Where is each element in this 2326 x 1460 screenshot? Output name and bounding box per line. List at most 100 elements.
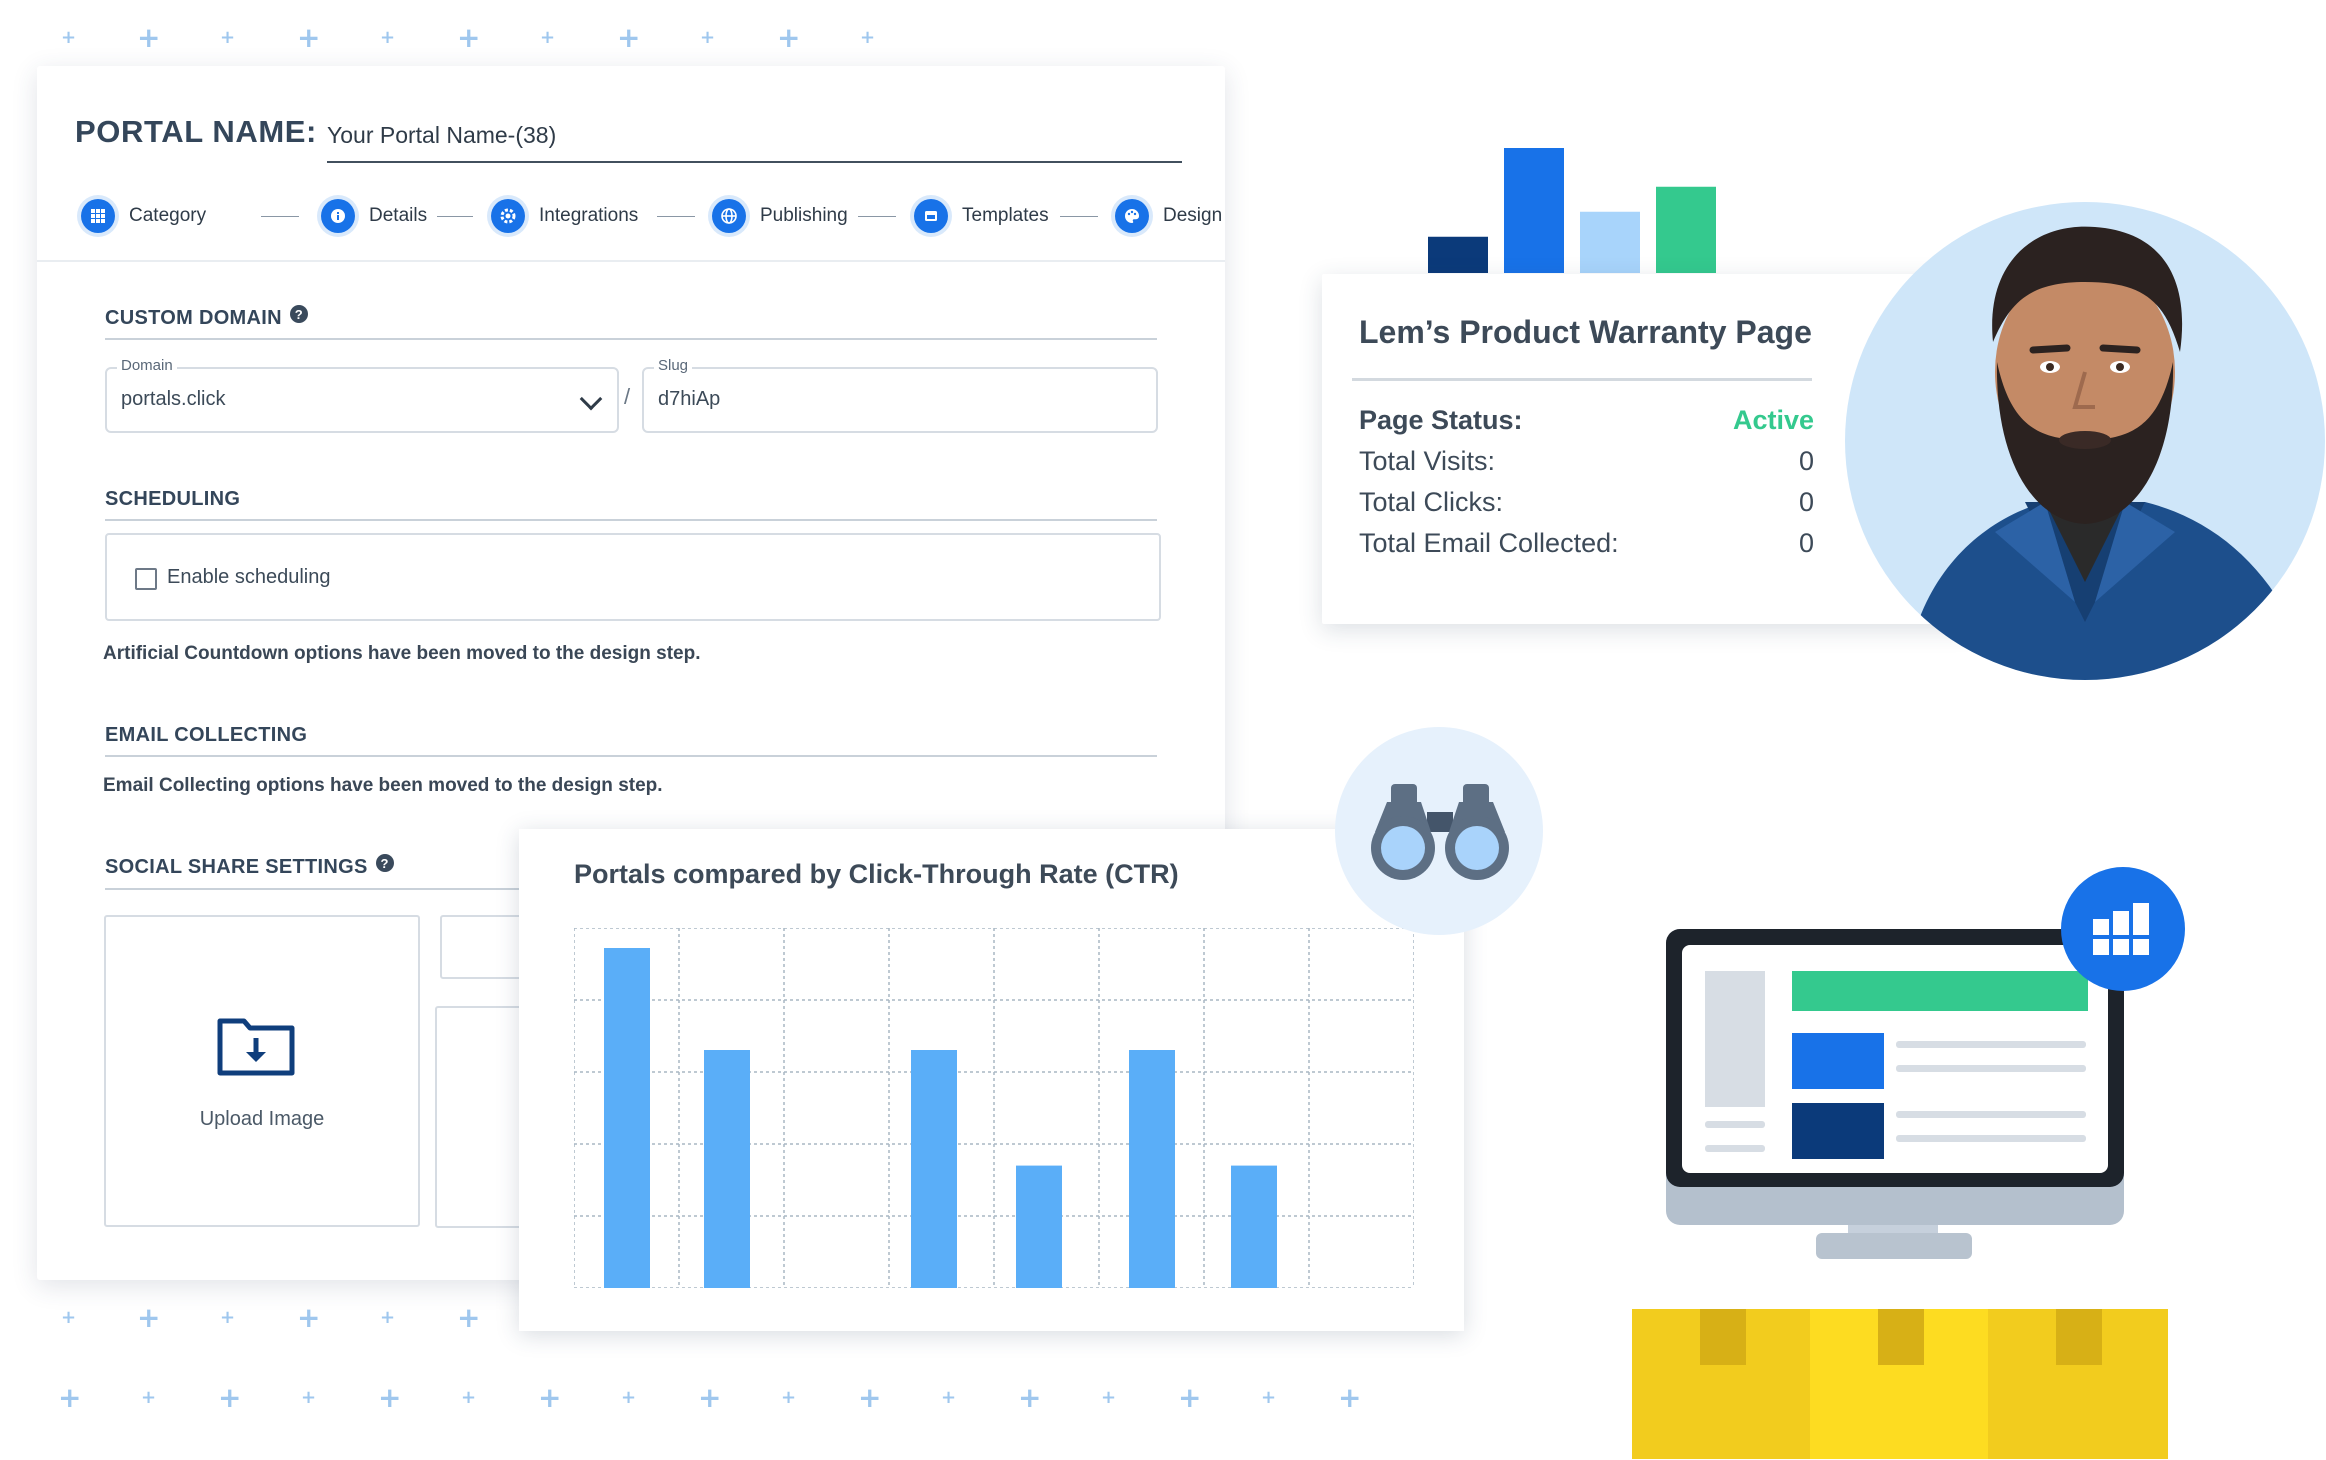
wizard-steps: Category Details Integrations Publishing [81, 196, 1222, 236]
plus-decoration: + [58, 1381, 82, 1414]
step-templates[interactable]: Templates [914, 196, 1049, 236]
plus-decoration: + [457, 21, 481, 54]
step-label: Publishing [760, 205, 848, 226]
step-label: Templates [962, 205, 1049, 226]
stat-label: Total Visits: [1359, 446, 1496, 476]
portal-name-label: PORTAL NAME: [75, 114, 317, 149]
plus-decoration: + [777, 21, 801, 54]
mini-chart-bar [1580, 211, 1640, 273]
step-connector [657, 216, 695, 217]
step-details[interactable]: Details [321, 196, 427, 236]
social-description-field[interactable] [435, 1006, 534, 1228]
gear-icon [491, 199, 525, 233]
email-collecting-heading: EMAIL COLLECTING [105, 724, 308, 746]
page-status-row: Page Status: Active [1359, 405, 1814, 436]
step-connector [437, 216, 473, 217]
plus-decoration: + [1261, 1387, 1277, 1408]
social-share-heading: SOCIAL SHARE SETTINGS? [105, 854, 394, 879]
social-share-title: SOCIAL SHARE SETTINGS [105, 856, 368, 878]
header-divider [37, 260, 1225, 262]
plus-decoration: + [141, 1387, 157, 1408]
countdown-note: Artificial Countdown options have been m… [103, 643, 701, 664]
email-collecting-note: Email Collecting options have been moved… [103, 775, 663, 796]
chevron-down-icon [579, 387, 603, 411]
upload-image-label: Upload Image [199, 1108, 325, 1130]
chart-bar [1231, 1165, 1277, 1288]
enable-scheduling-checkbox[interactable] [135, 568, 157, 590]
mini-chart-bar [1656, 186, 1716, 273]
plus-decoration: + [378, 1381, 402, 1414]
step-label: Category [129, 205, 207, 226]
plus-decoration: + [380, 27, 396, 48]
step-publishing[interactable]: Publishing [712, 196, 848, 236]
domain-select[interactable]: Domain portals.click [105, 357, 619, 433]
binoculars-icon [1371, 784, 1509, 880]
slug-input[interactable]: Slug d7hiAp [642, 357, 1158, 433]
portal-name-input[interactable]: Your Portal Name-(38) [327, 122, 557, 148]
plus-decoration: + [137, 1301, 161, 1334]
plus-decoration: + [781, 1387, 797, 1408]
plus-decoration: + [617, 21, 641, 54]
plus-decoration: + [301, 1387, 317, 1408]
domain-value: portals.click [121, 388, 226, 410]
page-status-label: Page Status: [1359, 405, 1523, 435]
plus-decoration: + [941, 1387, 957, 1408]
step-category[interactable]: Category [81, 196, 206, 236]
ctr-chart-card: Portals compared by Click-Through Rate (… [519, 829, 1464, 1331]
stat-row: Total Email Collected: 0 [1359, 528, 1814, 559]
chart-bar [911, 1050, 957, 1288]
enable-scheduling-label[interactable]: Enable scheduling [167, 566, 331, 588]
stats-title: Lem’s Product Warranty Page [1359, 314, 1812, 350]
section-divider [105, 755, 1157, 757]
mini-chart-bar [1428, 236, 1488, 273]
grid-icon [81, 199, 115, 233]
ctr-bar-chart [574, 928, 1414, 1288]
plus-decoration: + [1338, 1381, 1362, 1414]
plus-decoration: + [380, 1307, 396, 1328]
scheduling-heading: SCHEDULING [105, 488, 241, 510]
plus-decoration: + [457, 1301, 481, 1334]
folder-download-icon [217, 1018, 295, 1076]
plus-decoration: + [1018, 1381, 1042, 1414]
slug-label: Slug [654, 357, 693, 374]
portal-name-underline [327, 161, 1182, 163]
plus-decoration: + [61, 27, 77, 48]
step-label: Details [369, 205, 428, 226]
step-connector [858, 216, 896, 217]
help-icon[interactable]: ? [289, 305, 308, 323]
info-icon [321, 199, 355, 233]
plus-decoration: + [698, 1381, 722, 1414]
plus-decoration: + [858, 1381, 882, 1414]
brand-logo-badge [2061, 867, 2185, 991]
bar-logo-icon [2093, 903, 2149, 955]
chart-bar [704, 1050, 750, 1288]
step-label: Design [1163, 205, 1223, 226]
plus-decoration: + [218, 1381, 242, 1414]
stat-row: Total Visits: 0 [1359, 446, 1814, 477]
plus-decoration: + [61, 1307, 77, 1328]
plus-decoration: + [1178, 1381, 1202, 1414]
step-integrations[interactable]: Integrations [491, 196, 638, 236]
globe-icon [712, 199, 746, 233]
stat-value: 0 [1798, 487, 1814, 517]
help-icon[interactable]: ? [375, 854, 394, 872]
window-icon [914, 199, 948, 233]
user-avatar-photo [1845, 202, 2325, 680]
upload-image-dropzone[interactable]: Upload Image [104, 915, 420, 1227]
plus-decoration: + [297, 21, 321, 54]
step-connector [1060, 216, 1098, 217]
stat-row: Total Clicks: 0 [1359, 487, 1814, 518]
plus-decoration: + [220, 1307, 236, 1328]
stat-label: Total Clicks: [1359, 487, 1504, 517]
plus-decoration: + [1101, 1387, 1117, 1408]
palette-icon [1115, 199, 1149, 233]
section-divider [105, 888, 525, 890]
step-design[interactable]: Design [1115, 196, 1222, 236]
chart-bar [604, 948, 650, 1288]
page-stats-card: Lem’s Product Warranty Page Page Status:… [1322, 274, 1977, 624]
plus-decoration: + [540, 27, 556, 48]
mini-bar-graphic [1428, 148, 1716, 273]
mini-chart-bar [1504, 148, 1564, 273]
stats-divider [1352, 378, 1812, 381]
plus-decoration: + [538, 1381, 562, 1414]
